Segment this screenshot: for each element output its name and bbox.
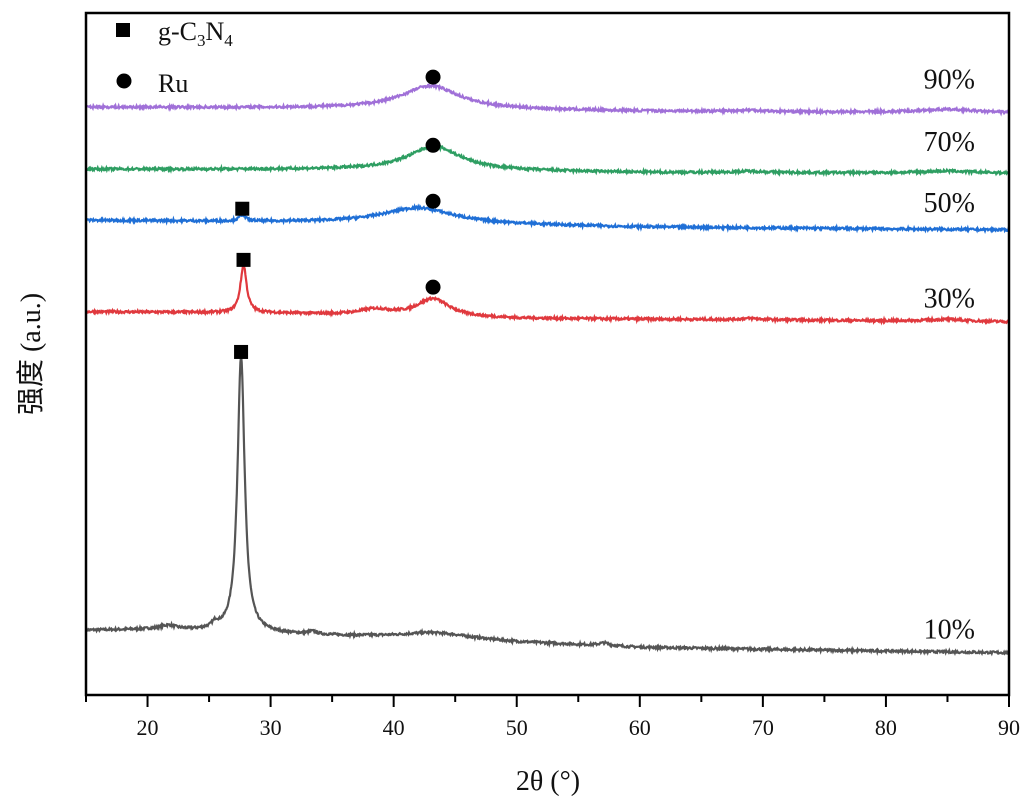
- series-labels: 10% 30% 50% 70% 90%: [924, 65, 975, 646]
- series-label: 10%: [924, 614, 975, 645]
- x-tick-label: 60: [629, 715, 651, 740]
- legend: g-C3N4 Ru: [116, 17, 233, 98]
- legend-square-icon: [116, 23, 130, 37]
- plot-frame: [84, 11, 1011, 697]
- x-tick-label: 40: [383, 715, 405, 740]
- ru-circle-marker: [425, 137, 441, 153]
- legend-label-ru: Ru: [158, 69, 188, 98]
- x-tick-label: 70: [752, 715, 774, 740]
- legend-label-gc3n4: g-C3N4: [158, 17, 233, 50]
- series-line-90pct: [85, 82, 1010, 117]
- series-line-50pct: [85, 203, 1010, 234]
- ru-circle-marker: [425, 193, 441, 209]
- gc3n4-square-marker: [235, 201, 250, 216]
- x-axis-label: 2θ (°): [516, 766, 580, 797]
- series-label: 50%: [924, 188, 975, 219]
- series-label: 70%: [924, 127, 975, 158]
- gc3n4-square-marker: [236, 252, 251, 267]
- x-tick-label: 90: [998, 715, 1020, 740]
- x-tick-label: 50: [506, 715, 528, 740]
- y-axis-label: 强度 (a.u.): [15, 293, 47, 415]
- ru-circle-marker: [425, 69, 441, 85]
- x-tick-label: 80: [875, 715, 897, 740]
- series-curves: [84, 82, 1010, 657]
- series-line-70pct: [85, 142, 1010, 178]
- x-tick-label: 20: [137, 715, 159, 740]
- x-axis-ticks: 20 30 40 50 60 70 80 90: [85, 695, 1020, 740]
- series-label: 90%: [924, 65, 975, 96]
- series-label: 30%: [924, 284, 975, 315]
- gc3n4-square-marker: [234, 344, 249, 359]
- series-line-30pct: [85, 260, 1010, 326]
- peak-markers: [234, 69, 441, 359]
- ru-circle-marker: [425, 279, 441, 295]
- x-tick-label: 30: [260, 715, 282, 740]
- legend-circle-icon: [116, 73, 132, 89]
- series-line-10pct: [84, 355, 1010, 657]
